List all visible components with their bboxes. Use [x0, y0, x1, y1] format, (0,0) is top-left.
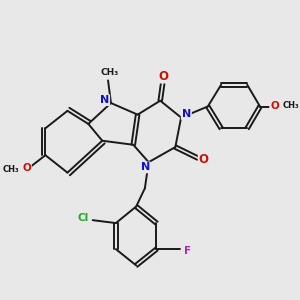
Text: CH₃: CH₃ — [3, 165, 19, 174]
Text: O: O — [22, 163, 31, 173]
Text: O: O — [270, 101, 279, 111]
Text: CH₃: CH₃ — [282, 101, 299, 110]
Text: N: N — [182, 109, 191, 119]
Text: O: O — [199, 153, 209, 166]
Text: N: N — [100, 95, 109, 105]
Text: O: O — [159, 70, 169, 83]
Text: CH₃: CH₃ — [100, 68, 118, 77]
Text: Cl: Cl — [78, 213, 89, 223]
Text: F: F — [184, 246, 191, 256]
Text: N: N — [140, 162, 150, 172]
